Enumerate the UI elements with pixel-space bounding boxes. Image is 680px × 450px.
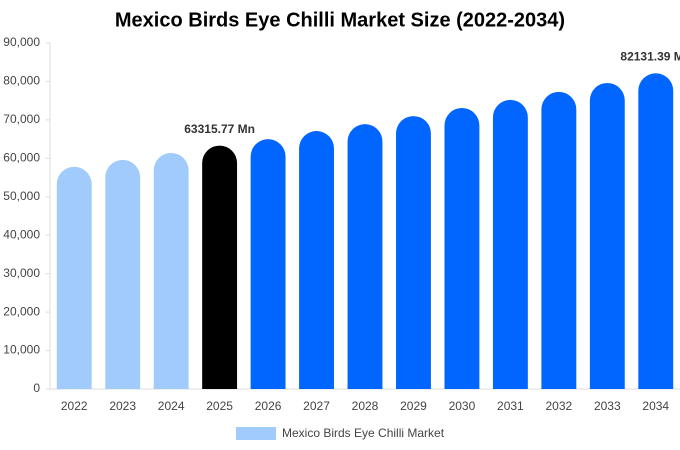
x-tick-label: 2034 bbox=[642, 399, 669, 413]
x-tick-label: 2027 bbox=[303, 399, 330, 413]
legend-label: Mexico Birds Eye Chilli Market bbox=[282, 426, 445, 440]
x-tick-label: 2030 bbox=[449, 399, 476, 413]
y-tick-label: 30,000 bbox=[3, 266, 40, 280]
bar bbox=[492, 99, 528, 389]
x-tick-label: 2026 bbox=[255, 399, 282, 413]
x-tick-label: 2022 bbox=[61, 399, 88, 413]
y-tick-label: 40,000 bbox=[3, 227, 40, 241]
bar bbox=[638, 73, 674, 389]
x-tick-label: 2032 bbox=[545, 399, 572, 413]
bar bbox=[202, 145, 238, 389]
y-tick-label: 60,000 bbox=[3, 151, 40, 165]
y-tick-label: 80,000 bbox=[3, 74, 40, 88]
bar bbox=[153, 152, 189, 389]
x-tick-label: 2029 bbox=[400, 399, 427, 413]
bar bbox=[396, 116, 431, 389]
x-tick-label: 2031 bbox=[497, 399, 524, 413]
bar bbox=[347, 124, 383, 389]
chart-title: Mexico Birds Eye Chilli Market Size (202… bbox=[115, 9, 565, 31]
y-tick-label: 50,000 bbox=[3, 189, 40, 203]
legend-swatch bbox=[236, 427, 276, 440]
bar bbox=[444, 107, 480, 390]
bar bbox=[56, 166, 92, 389]
x-tick-label: 2023 bbox=[109, 399, 136, 413]
x-tick-label: 2028 bbox=[352, 399, 379, 413]
bar bbox=[299, 131, 334, 389]
y-tick-label: 10,000 bbox=[3, 343, 40, 357]
y-tick-label: 0 bbox=[33, 381, 40, 395]
x-tick-label: 2033 bbox=[594, 399, 621, 413]
bar bbox=[589, 82, 625, 389]
y-tick-label: 90,000 bbox=[3, 35, 40, 49]
bar bbox=[250, 139, 286, 389]
value-label: 63315.77 Mn bbox=[184, 122, 255, 136]
y-tick-label: 70,000 bbox=[3, 112, 40, 126]
y-tick-label: 20,000 bbox=[3, 304, 40, 318]
bar bbox=[541, 91, 577, 389]
value-label: 82131.39 Mn bbox=[620, 49, 680, 63]
x-tick-label: 2025 bbox=[206, 399, 233, 413]
x-tick-label: 2024 bbox=[158, 399, 185, 413]
bar bbox=[105, 159, 141, 389]
